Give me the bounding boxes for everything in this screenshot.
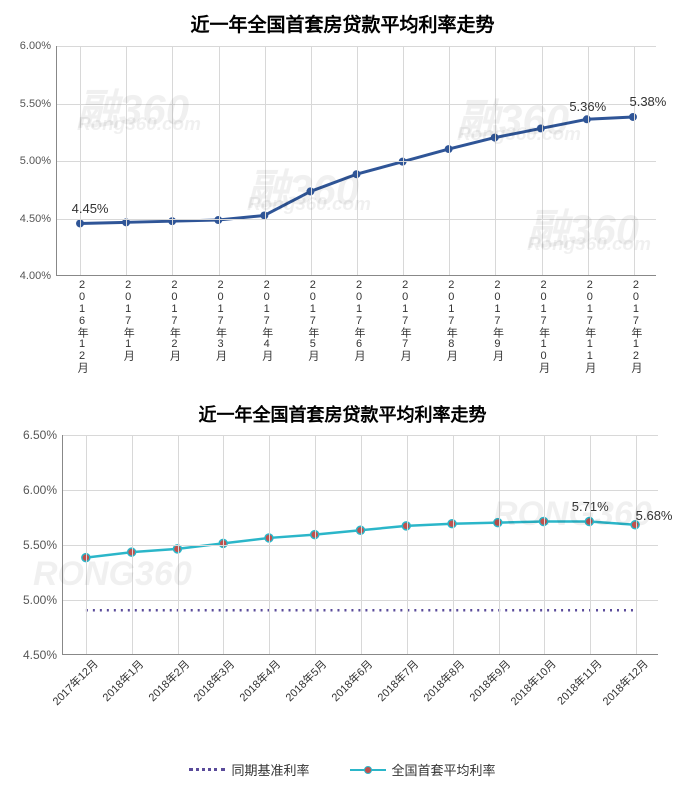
chart-1-plot: 4.00%4.50%5.00%5.50%6.00%2016年12月2017年1月… xyxy=(56,46,656,276)
data-label: 5.68% xyxy=(636,508,673,523)
xtick-label: 2018年1月 xyxy=(98,656,147,705)
data-label: 4.45% xyxy=(72,201,109,216)
gridline-v xyxy=(499,435,500,654)
gridline-v xyxy=(634,46,635,275)
xtick-label: 2017年9月 xyxy=(489,279,505,361)
chart-2-plot: 4.50%5.00%5.50%6.00%6.50%2017年12月2018年1月… xyxy=(62,435,658,655)
gridline-v xyxy=(357,46,358,275)
data-label: 5.36% xyxy=(569,99,606,114)
gridline-v xyxy=(636,435,637,654)
xtick-label: 2018年3月 xyxy=(190,656,239,705)
ytick-label: 6.00% xyxy=(23,483,63,497)
ytick-label: 6.00% xyxy=(20,40,57,52)
gridline-v xyxy=(453,435,454,654)
xtick-label: 2018年10月 xyxy=(507,656,560,709)
chart-1-title: 近一年全国首套房贷款平均利率走势 xyxy=(0,0,685,37)
xtick-label: 2017年4月 xyxy=(259,279,275,361)
legend-swatch-dotted xyxy=(189,768,225,771)
data-label: 5.38% xyxy=(629,94,666,109)
legend-swatch-line xyxy=(350,765,386,775)
legend-label: 全国首套平均利率 xyxy=(392,760,496,779)
chart-2-legend: 同期基准利率 全国首套平均利率 xyxy=(0,760,685,779)
ytick-label: 4.50% xyxy=(20,213,57,225)
xtick-label: 2017年12月 xyxy=(49,656,102,709)
xtick-label: 2018年2月 xyxy=(144,656,193,705)
gridline-v xyxy=(265,46,266,275)
xtick-label: 2017年7月 xyxy=(397,279,413,361)
gridline-v xyxy=(86,435,87,654)
gridline-v xyxy=(542,46,543,275)
ytick-label: 5.00% xyxy=(20,155,57,167)
xtick-label: 2017年11月 xyxy=(582,279,598,373)
legend-item: 同期基准利率 xyxy=(189,760,309,779)
xtick-label: 2017年1月 xyxy=(120,279,136,361)
xtick-label: 2018年8月 xyxy=(419,656,468,705)
gridline-v xyxy=(311,46,312,275)
xtick-label: 2018年4月 xyxy=(236,656,285,705)
xtick-label: 2017年12月 xyxy=(628,279,644,373)
gridline-v xyxy=(495,46,496,275)
legend-label: 同期基准利率 xyxy=(231,760,309,779)
xtick-label: 2018年5月 xyxy=(282,656,331,705)
chart-2: 近一年全国首套房贷款平均利率走势 4.50%5.00%5.50%6.00%6.5… xyxy=(0,395,685,755)
gridline-v xyxy=(269,435,270,654)
xtick-label: 2018年6月 xyxy=(328,656,377,705)
ytick-label: 5.50% xyxy=(20,98,57,110)
gridline-v xyxy=(361,435,362,654)
gridline-v xyxy=(223,435,224,654)
xtick-label: 2017年10月 xyxy=(536,279,552,373)
gridline-v xyxy=(80,46,81,275)
ytick-label: 4.00% xyxy=(20,270,57,282)
xtick-label: 2017年6月 xyxy=(351,279,367,361)
xtick-label: 2017年3月 xyxy=(213,279,229,361)
ytick-label: 6.50% xyxy=(23,428,63,442)
xtick-label: 2017年2月 xyxy=(166,279,182,361)
gridline-v xyxy=(172,46,173,275)
gridline-v xyxy=(132,435,133,654)
gridline-v xyxy=(126,46,127,275)
xtick-label: 2016年12月 xyxy=(74,279,90,373)
gridline-v xyxy=(590,435,591,654)
gridline-v xyxy=(449,46,450,275)
chart-1: 近一年全国首套房贷款平均利率走势 4.00%4.50%5.00%5.50%6.0… xyxy=(0,0,685,395)
xtick-label: 2018年12月 xyxy=(599,656,652,709)
data-label: 5.71% xyxy=(572,499,609,514)
gridline-v xyxy=(544,435,545,654)
gridline-v xyxy=(407,435,408,654)
xtick-label: 2017年5月 xyxy=(305,279,321,361)
xtick-label: 2017年8月 xyxy=(443,279,459,361)
xtick-label: 2018年7月 xyxy=(373,656,422,705)
gridline-v xyxy=(588,46,589,275)
xtick-label: 2018年11月 xyxy=(553,656,605,708)
legend-item: 全国首套平均利率 xyxy=(350,760,496,779)
gridline-v xyxy=(178,435,179,654)
ytick-label: 5.00% xyxy=(23,593,63,607)
gridline-v xyxy=(219,46,220,275)
gridline-v xyxy=(403,46,404,275)
chart-2-title: 近一年全国首套房贷款平均利率走势 xyxy=(0,395,685,427)
ytick-label: 5.50% xyxy=(23,538,63,552)
ytick-label: 4.50% xyxy=(23,648,63,662)
gridline-v xyxy=(315,435,316,654)
